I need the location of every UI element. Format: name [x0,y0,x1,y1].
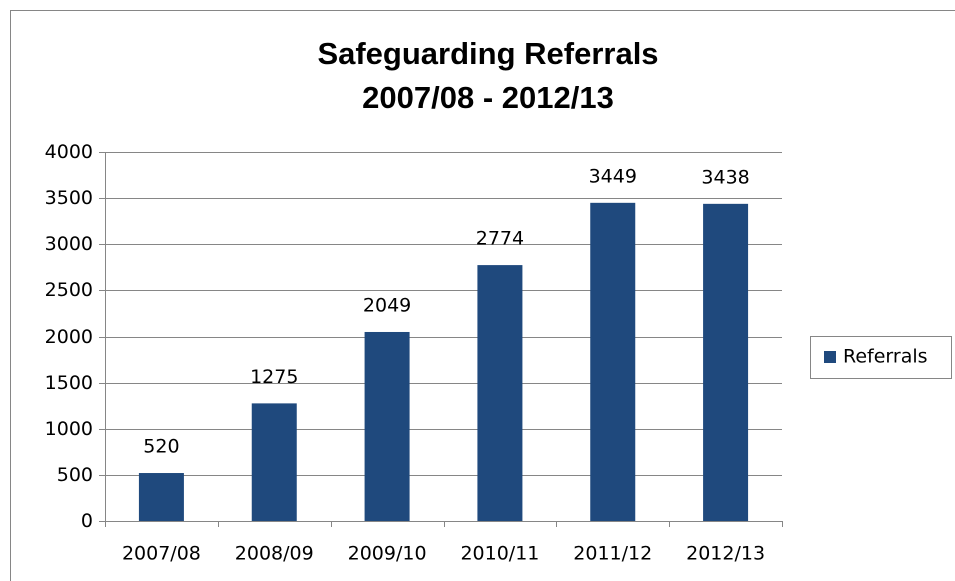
y-tick-label: 1500 [45,372,93,394]
legend-swatch [824,351,836,363]
data-label: 2049 [363,294,411,316]
bar [364,331,410,521]
y-tick-label: 2000 [45,326,93,348]
y-tick-label: 0 [81,510,93,532]
chart-title: Safeguarding Referrals [317,36,658,71]
bar [138,473,184,521]
bar [703,203,749,522]
data-label: 2774 [476,228,524,250]
data-label: 520 [143,436,179,458]
y-tick-label: 4000 [45,141,93,163]
x-tick-label: 2012/13 [686,543,765,565]
data-label: 3438 [701,166,749,188]
bar [477,265,523,521]
y-tick-label: 500 [57,464,93,486]
bar [590,202,636,521]
data-label: 3449 [589,165,637,187]
y-tick-label: 1000 [45,418,93,440]
legend-label: Referrals [843,346,928,368]
y-tick-label: 2500 [45,279,93,301]
chart-subtitle: 2007/08 - 2012/13 [362,80,614,115]
data-label: 1275 [250,366,298,388]
x-tick-label: 2011/12 [573,543,652,565]
x-tick-label: 2009/10 [348,543,427,565]
bar [251,403,297,521]
x-tick-label: 2010/11 [460,543,539,565]
x-tick-label: 2008/09 [235,543,314,565]
y-tick-label: 3500 [45,187,93,209]
x-tick-label: 2007/08 [122,543,201,565]
y-tick-label: 3000 [45,233,93,255]
